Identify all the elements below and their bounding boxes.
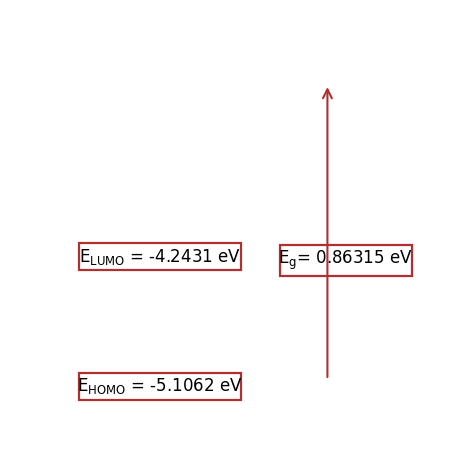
FancyBboxPatch shape — [80, 373, 241, 400]
Text: $\mathrm{E_{HOMO}}$ = -5.1062 eV: $\mathrm{E_{HOMO}}$ = -5.1062 eV — [77, 376, 243, 396]
Text: $\mathrm{E_g}$= 0.86315 eV: $\mathrm{E_g}$= 0.86315 eV — [278, 249, 413, 272]
Text: $\mathrm{E_{LUMO}}$ = -4.2431 eV: $\mathrm{E_{LUMO}}$ = -4.2431 eV — [79, 246, 241, 267]
FancyBboxPatch shape — [80, 243, 241, 270]
FancyBboxPatch shape — [280, 245, 412, 276]
